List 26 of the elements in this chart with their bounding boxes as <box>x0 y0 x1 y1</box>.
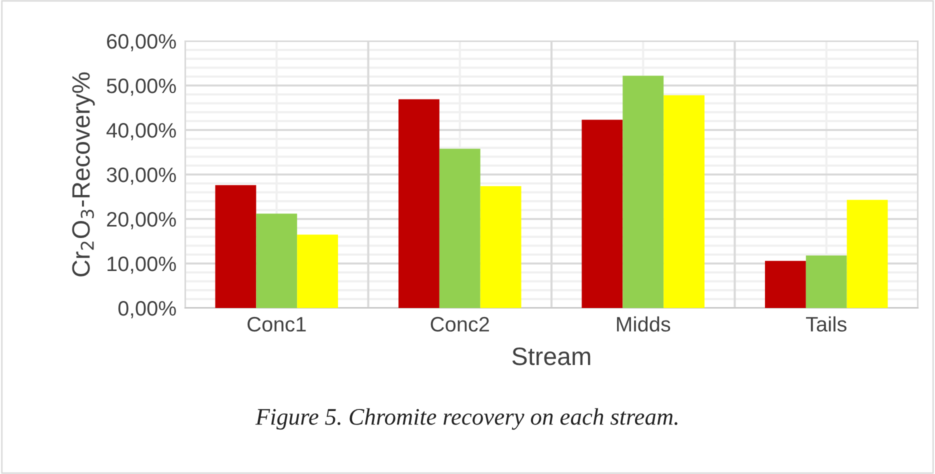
bar <box>439 148 480 308</box>
x-tick-label: Conc1 <box>248 316 306 332</box>
y-tick-label: 40,00% <box>106 123 176 140</box>
y-tick-label: 0,00% <box>118 301 176 318</box>
bar <box>398 99 440 308</box>
y-tick-label: 30,00% <box>106 168 176 185</box>
x-tick-label: Tails <box>806 316 846 332</box>
bar <box>664 95 705 308</box>
bar <box>256 214 298 308</box>
bar <box>846 200 888 308</box>
bar <box>297 234 338 308</box>
y-axis-title: Cr$_{2}$O$_{3}$-Recovery% <box>72 72 95 276</box>
y-tick-label: 10,00% <box>108 256 176 274</box>
y-tick-label: 60,00% <box>107 34 176 52</box>
bar <box>622 76 664 308</box>
bar <box>215 185 256 308</box>
y-tick-label: 20,00% <box>107 212 176 230</box>
x-tick-label: Midds <box>617 316 670 332</box>
bar <box>480 186 522 308</box>
bar <box>806 255 847 308</box>
x-tick-label: Conc2 <box>430 316 489 332</box>
bar <box>764 260 806 308</box>
y-tick-label: 50,00% <box>106 78 176 96</box>
bar <box>582 120 623 308</box>
x-axis-title: Stream <box>512 348 590 366</box>
caption: Figure 5. Chromite recovery on each stream. <box>255 408 678 430</box>
